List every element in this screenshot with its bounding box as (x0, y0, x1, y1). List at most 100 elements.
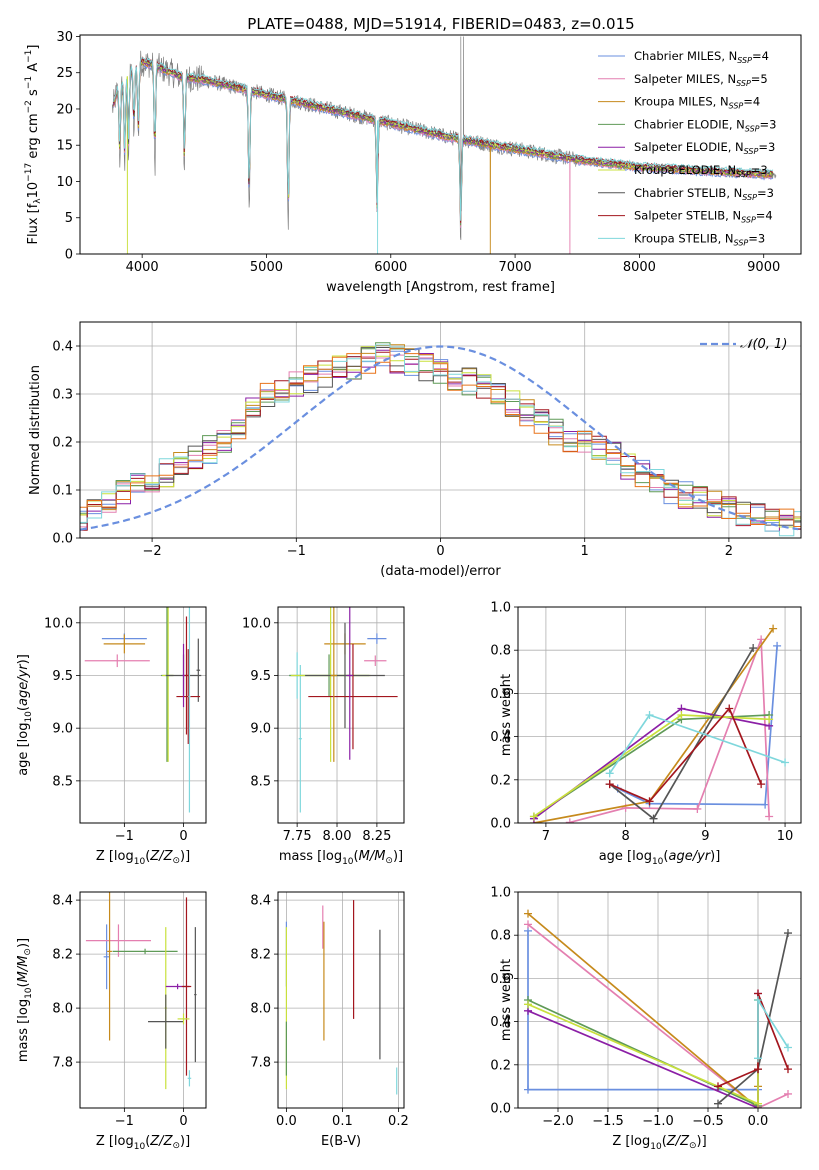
axes-frame (517, 606, 802, 824)
y-tick-label: 9.5 (250, 669, 271, 684)
errorbar-point (346, 607, 353, 760)
x-tick-label: 10 (777, 829, 794, 844)
axis-label: Z [log10(Z/Z⊙)] (612, 1134, 706, 1152)
errorbar-point (367, 633, 387, 644)
y-tick-label: 10.0 (242, 616, 271, 631)
weight-marker (645, 797, 654, 806)
errorbar-point (298, 664, 302, 813)
x-tick-label: −2 (143, 544, 162, 559)
errorbar-point (103, 634, 146, 654)
weight-marker (649, 814, 658, 823)
x-tick-label: 8 (621, 829, 629, 844)
axis-label: Z [log10(Z/Z⊙)] (96, 1134, 190, 1152)
axis-label: mass [log10(M/M⊙)] (16, 938, 34, 1062)
y-tick-label: 10 (56, 175, 73, 190)
panel-mass_vs_ebv: 0.0 0.1 0.2 7.8 8.0 8.2 8.4 E(B-V) (250, 891, 409, 1149)
weight-marker (754, 1065, 762, 1074)
legend-entry: 𝒩(0, 1) (740, 337, 787, 352)
y-tick-label: 8.4 (52, 894, 73, 909)
errorbar-point (176, 649, 201, 744)
panel-weight_vs_Z: −2.0 −1.5 −1.0 −0.5 0.0 0.0 0.2 0.4 0.6 0.8 1.0 Z [… (490, 886, 802, 1152)
x-tick-label: 0.2 (388, 1114, 409, 1129)
plot-area (80, 322, 801, 538)
weight-marker (529, 812, 538, 821)
legend-entry: Kroupa STELIB, NSSP=3 (634, 231, 765, 247)
errorbar-point (305, 622, 385, 729)
y-tick-label: 0.8 (490, 929, 511, 944)
plot-area (524, 909, 792, 1108)
y-tick-label: 0.2 (490, 1058, 511, 1073)
weight-marker (524, 1000, 532, 1009)
errorbar-point (184, 616, 189, 735)
legend-entry: Salpeter MILES, NSSP=5 (634, 72, 768, 88)
x-tick-label: 7000 (499, 260, 532, 275)
axis-label: E(B-V) (321, 1134, 361, 1149)
y-tick-label: 8.5 (250, 774, 271, 789)
residual-histogram-SaM (80, 354, 801, 528)
legend-entry: Chabrier ELODIE, NSSP=3 (634, 117, 776, 133)
weight-marker (749, 644, 758, 653)
y-tick-label: 0.4 (490, 1015, 511, 1030)
y-tick-label: 0.4 (52, 340, 73, 355)
errorbar-point (84, 654, 150, 668)
spectrum-legend: Chabrier MILES, NSSP=4 Salpeter MILES, NS… (598, 49, 776, 247)
weight-marker (765, 812, 774, 821)
errorbar-point (308, 643, 398, 750)
x-tick-label: 0.1 (332, 1114, 353, 1129)
y-tick-label: 8.2 (52, 948, 73, 963)
plot-area (84, 607, 202, 813)
weight-marker (757, 780, 766, 789)
errorbar-point (194, 927, 197, 1063)
axis-label: age [log10(age/yr)] (599, 849, 721, 867)
weight-marker (565, 818, 574, 823)
axes-frame (79, 321, 802, 539)
x-tick-label: 0.0 (276, 1114, 297, 1129)
weight-series-SaS (609, 706, 762, 803)
errorbar-point (364, 655, 387, 667)
axes-frame (79, 34, 802, 255)
model-spectrum-KrM (113, 62, 774, 254)
x-tick-label: 7 (542, 829, 550, 844)
x-tick-label: −2.0 (542, 1114, 574, 1129)
errorbar-point (148, 994, 184, 1049)
weight-marker (773, 641, 782, 650)
legend-entry: Chabrier STELIB, NSSP=3 (634, 186, 774, 202)
weight-marker (524, 909, 532, 918)
weight-marker (781, 758, 790, 767)
y-tick-label: 0 (65, 248, 73, 263)
y-tick-label: 0.1 (52, 484, 73, 499)
y-tick-label: 7.8 (250, 1056, 271, 1071)
residual-histogram-ChS (80, 347, 801, 526)
errorbar-point (103, 924, 110, 990)
y-tick-label: 1.0 (490, 601, 511, 616)
figure-title: PLATE=0488, MJD=51914, FIBERID=0483, z=0… (247, 15, 634, 33)
y-tick-label: 0.0 (490, 1102, 511, 1117)
weight-marker (725, 704, 734, 713)
weight-marker (605, 780, 614, 789)
legend-entry: Kroupa MILES, NSSP=4 (634, 95, 760, 111)
plot-area (111, 36, 777, 254)
errorbar-point (107, 892, 112, 1041)
y-tick-label: 8.5 (52, 774, 73, 789)
weight-series-KrM (527, 912, 759, 1108)
axis-label: wavelength [Angstrom, rest frame] (326, 280, 555, 295)
weight-marker (784, 1043, 792, 1052)
axes-frame (79, 606, 207, 824)
weight-marker (754, 1099, 762, 1108)
observed-spectrum (111, 36, 777, 240)
y-tick-label: 15 (56, 139, 73, 154)
axis-label: Flux [fλ10−17 erg cm−2 s−1 A−1] (24, 45, 43, 245)
y-tick-label: 0.6 (490, 972, 511, 987)
x-tick-label: 7.75 (283, 829, 312, 844)
y-tick-label: 9.5 (52, 669, 73, 684)
y-tick-label: 8.0 (250, 1002, 271, 1017)
weight-marker (769, 624, 778, 633)
panel-spectrum: 4000 5000 6000 7000 8000 9000 0 5 10 15 20 25 30 wave… (24, 30, 802, 295)
x-tick-label: 8.25 (362, 829, 391, 844)
y-tick-label: 0.6 (490, 687, 511, 702)
x-tick-label: −1.0 (642, 1114, 674, 1129)
y-tick-label: 0.2 (490, 773, 511, 788)
errorbar-point (196, 638, 201, 702)
x-tick-label: −1 (115, 1114, 134, 1129)
axes-frame (277, 606, 405, 824)
